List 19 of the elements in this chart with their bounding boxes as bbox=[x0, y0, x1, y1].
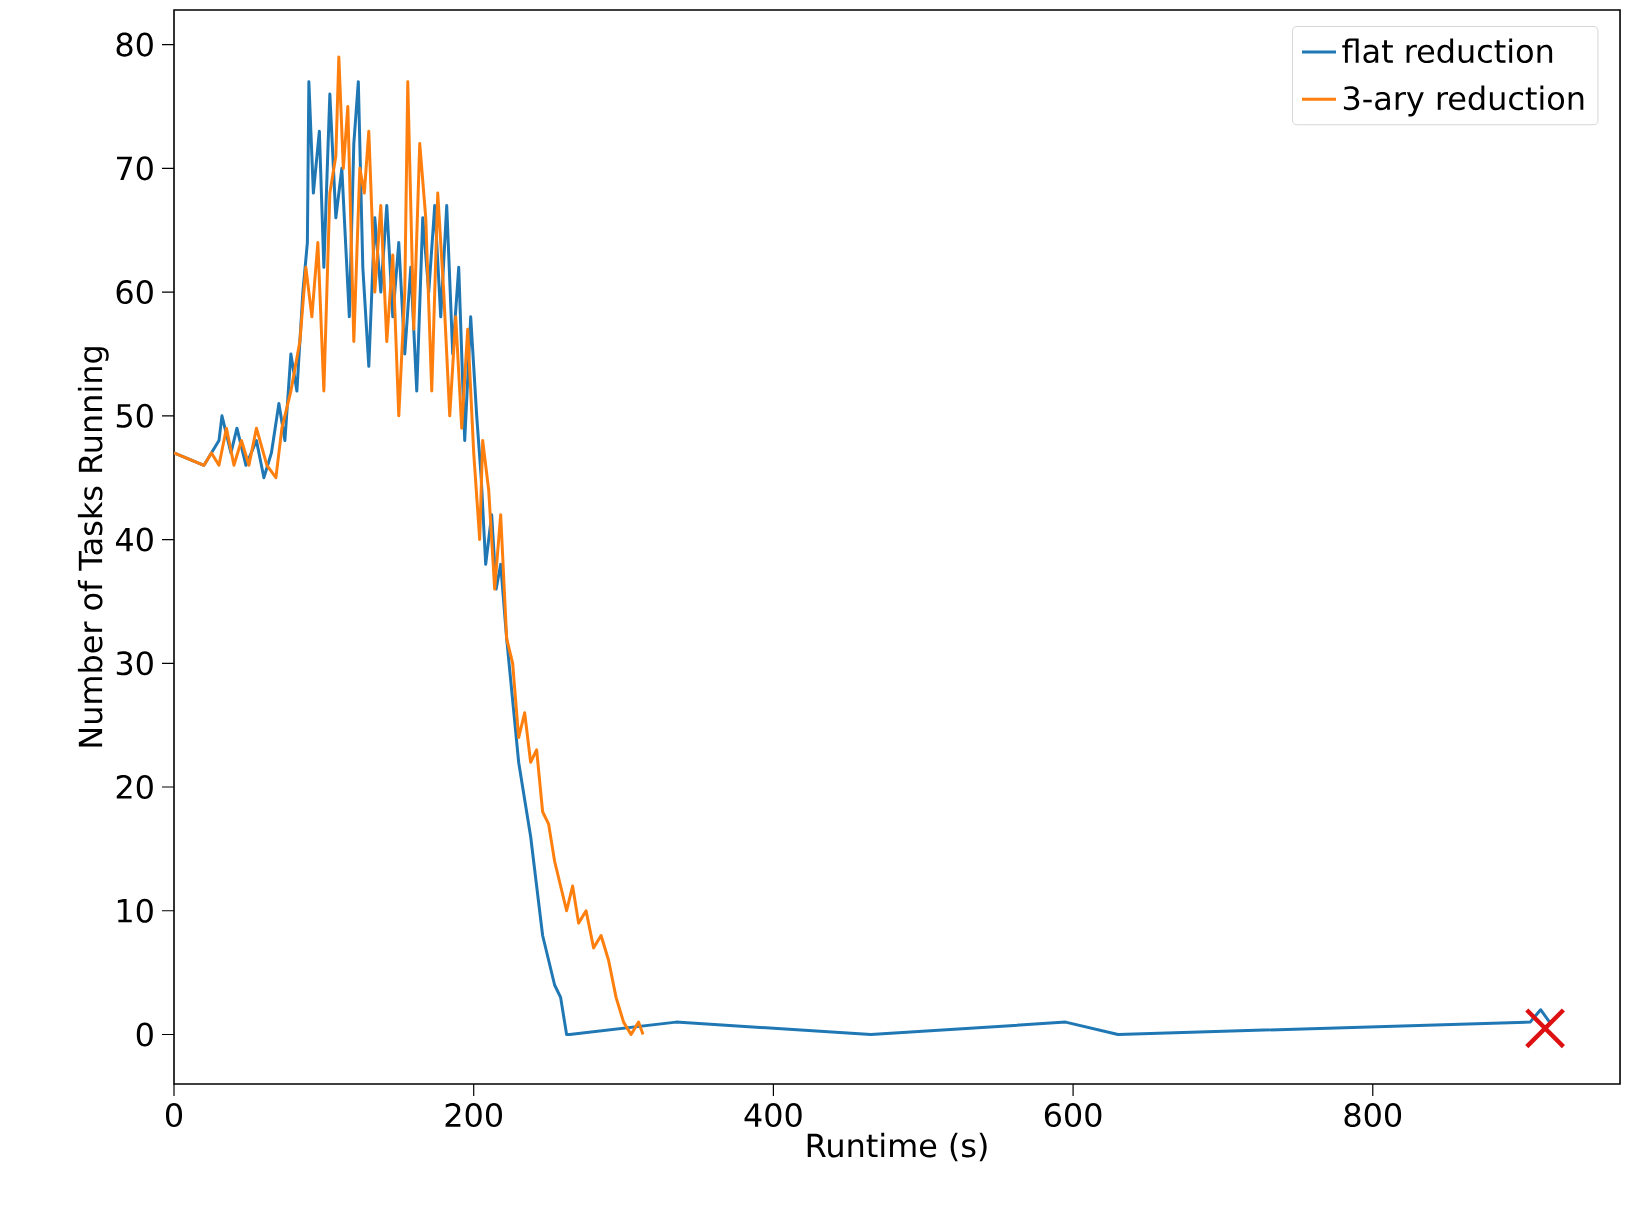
x-tick-label: 600 bbox=[1044, 1103, 1102, 1128]
legend-label: flat reduction bbox=[1342, 38, 1553, 64]
legend-label: 3-ary reduction bbox=[1343, 85, 1584, 117]
y-tick-label: 80 bbox=[116, 32, 153, 57]
y-tick-label: 70 bbox=[117, 156, 153, 181]
y-tick-label: 60 bbox=[116, 280, 153, 305]
x-tick-label: 0 bbox=[165, 1103, 183, 1128]
y-tick-label: 40 bbox=[115, 527, 153, 552]
y-tick-label: 20 bbox=[116, 774, 153, 800]
x-axis-title: Runtime (s) bbox=[807, 1132, 987, 1162]
x-tick-label: 400 bbox=[744, 1103, 802, 1128]
line-series bbox=[174, 55, 645, 1036]
y-axis-title: Number of Tasks Running bbox=[77, 347, 109, 747]
y-tick-label: 30 bbox=[116, 651, 153, 676]
y-tick-label: 50 bbox=[116, 403, 153, 428]
y-tick-label: 0 bbox=[136, 1022, 153, 1047]
y-tick-label: 10 bbox=[117, 898, 153, 923]
x-tick-label: 200 bbox=[445, 1103, 502, 1128]
x-tick-label: 800 bbox=[1344, 1103, 1402, 1128]
